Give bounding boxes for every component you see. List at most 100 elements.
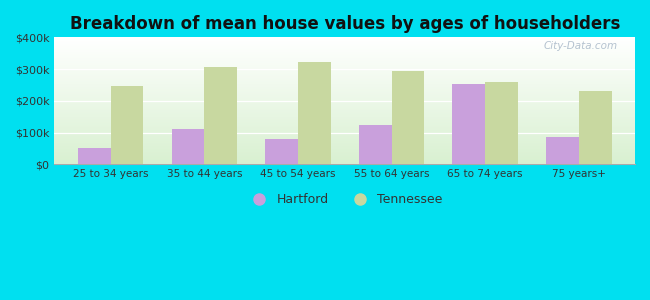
Bar [55,70,635,71]
Bar [55,99,635,100]
Bar [55,59,635,60]
Bar [55,152,635,153]
Bar [55,63,635,64]
Bar [55,62,635,63]
Bar [55,117,635,118]
Bar [55,89,635,90]
Bar [265,139,298,164]
Bar [55,135,635,136]
Bar [55,141,635,142]
Bar [55,69,635,70]
Bar [55,43,635,44]
Bar [55,40,635,41]
Bar [55,95,635,96]
Bar [55,105,635,106]
Bar [55,114,635,115]
Bar [55,134,635,135]
Text: City-Data.com: City-Data.com [543,41,618,51]
Bar [55,54,635,55]
Bar [55,143,635,144]
Bar [55,118,635,119]
Bar [55,116,635,117]
Bar [55,111,635,112]
Bar [55,104,635,105]
Bar [55,80,635,81]
Bar [55,157,635,158]
Bar [55,85,635,86]
Bar [55,112,635,113]
Bar [55,76,635,77]
Legend: Hartford, Tennessee: Hartford, Tennessee [242,188,448,211]
Bar [55,148,635,149]
Bar [204,68,237,164]
Bar [55,58,635,59]
Bar [55,107,635,108]
Bar [55,154,635,155]
Bar [55,147,635,148]
Bar [55,144,635,145]
Bar [55,72,635,73]
Bar [55,138,635,139]
Bar [55,88,635,89]
Bar [55,103,635,104]
Bar [55,48,635,49]
Bar [55,39,635,40]
Bar [55,133,635,134]
Bar [55,129,635,130]
Bar [55,83,635,84]
Bar [55,87,635,88]
Bar [55,145,635,146]
Bar [485,82,518,164]
Bar [55,106,635,107]
Bar [55,84,635,85]
Bar [55,128,635,129]
Bar [55,67,635,68]
Bar [55,153,635,154]
Bar [111,85,144,164]
Bar [55,53,635,54]
Bar [298,62,331,164]
Bar [55,68,635,69]
Bar [55,108,635,109]
Bar [55,94,635,95]
Bar [55,142,635,143]
Bar [55,155,635,156]
Bar [55,74,635,75]
Bar [55,163,635,164]
Bar [55,42,635,43]
Bar [55,119,635,120]
Bar [55,158,635,159]
Bar [55,156,635,157]
Bar [172,129,204,164]
Bar [55,110,635,111]
Bar [55,121,635,122]
Bar [578,91,612,164]
Bar [55,137,635,138]
Bar [546,136,578,164]
Bar [55,78,635,79]
Bar [55,115,635,116]
Bar [55,113,635,114]
Bar [55,159,635,160]
Title: Breakdown of mean house values by ages of householders: Breakdown of mean house values by ages o… [70,15,620,33]
Bar [55,49,635,50]
Bar [55,120,635,121]
Bar [55,149,635,150]
Bar [55,126,635,127]
Bar [55,41,635,42]
Bar [55,60,635,61]
Bar [55,109,635,110]
Bar [55,77,635,78]
Bar [55,162,635,163]
Bar [55,90,635,91]
Bar [55,123,635,124]
Bar [55,44,635,45]
Bar [55,93,635,94]
Bar [55,79,635,80]
Bar [55,91,635,92]
Bar [55,136,635,137]
Bar [55,140,635,141]
Bar [55,46,635,47]
Bar [55,71,635,72]
Bar [55,56,635,57]
